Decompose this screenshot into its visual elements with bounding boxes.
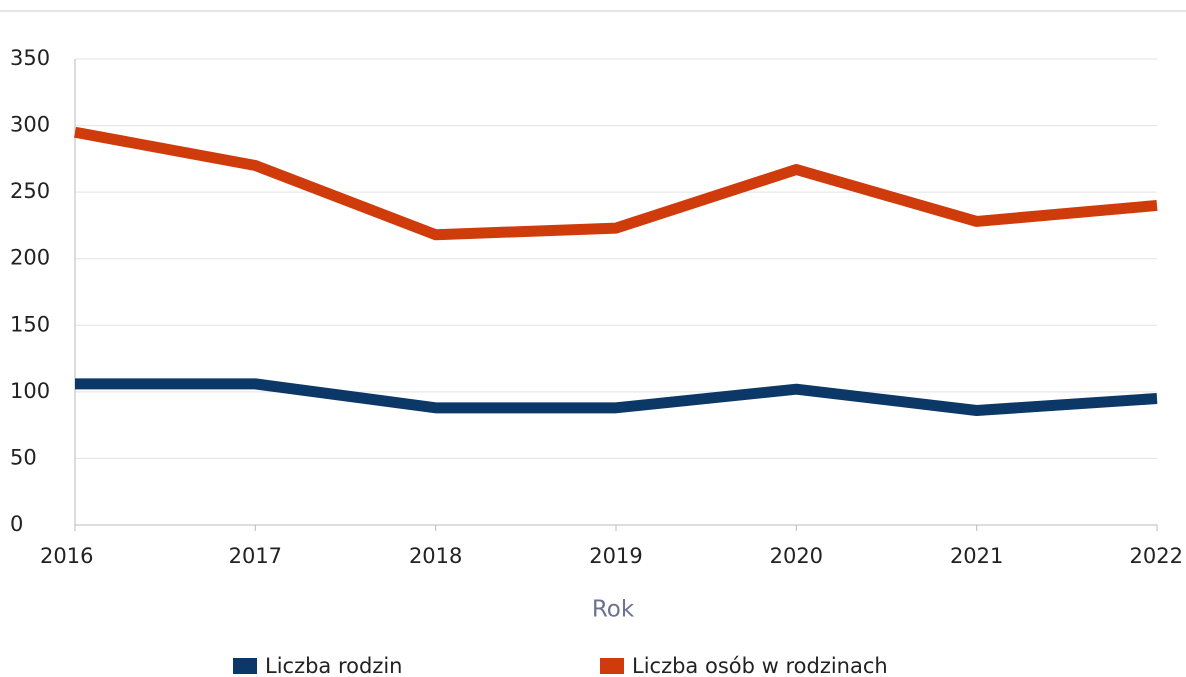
x-tick-label: 2016 — [40, 544, 93, 568]
x-axis-label: Rok — [592, 597, 635, 623]
legend-label: Liczba rodzin — [265, 654, 403, 677]
series-line — [74, 126, 1158, 241]
x-tick-label: 2018 — [409, 544, 462, 568]
y-tick-label: 150 — [10, 312, 50, 336]
x-tick-label: 2022 — [1130, 544, 1183, 568]
y-tick-label: 300 — [10, 113, 50, 137]
y-tick-label: 0 — [10, 512, 23, 536]
series-line — [75, 378, 1158, 416]
legend-label: Liczba osób w rodzinach — [632, 654, 888, 677]
y-tick-label: 100 — [10, 379, 50, 403]
y-tick-label: 250 — [10, 179, 50, 203]
y-tick-label: 200 — [10, 246, 50, 270]
x-tick-label: 2019 — [589, 544, 642, 568]
x-tick-label: 2017 — [229, 544, 282, 568]
y-tick-label: 50 — [10, 445, 37, 469]
legend-swatch — [233, 658, 257, 674]
x-tick-label: 2021 — [950, 544, 1003, 568]
y-tick-label: 350 — [10, 46, 50, 70]
x-tick-label: 2020 — [770, 544, 823, 568]
legend-swatch — [600, 658, 624, 674]
